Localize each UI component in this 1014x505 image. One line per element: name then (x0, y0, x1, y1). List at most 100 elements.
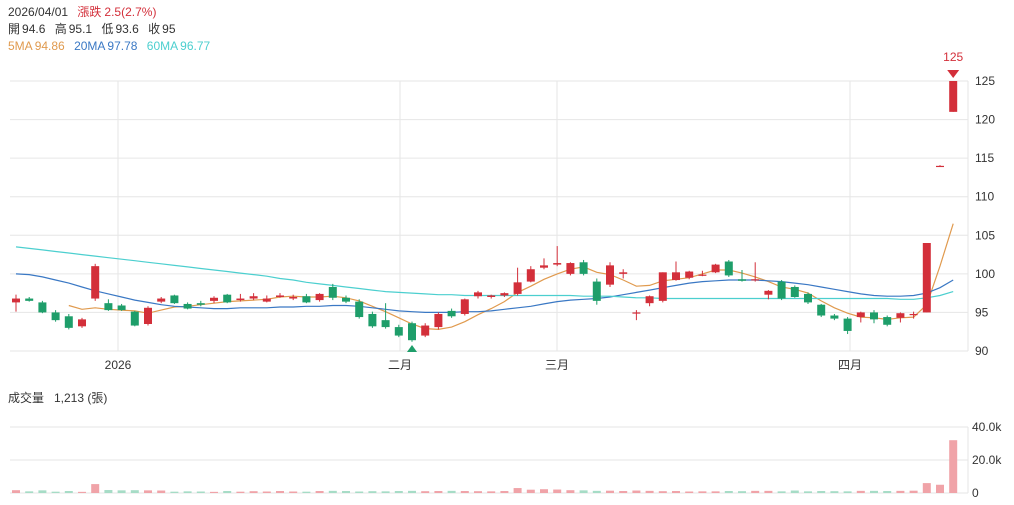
candle-body (183, 303, 192, 309)
close-value: 95 (162, 22, 176, 36)
candle-body (724, 261, 733, 276)
candle-body (342, 297, 350, 302)
candle-body (170, 295, 179, 304)
candle-body (51, 312, 60, 321)
volume-bar (276, 491, 284, 493)
volume-tick-label: 20.0k (972, 453, 1002, 467)
candle-body (579, 262, 588, 274)
ma-lines (15, 223, 954, 331)
candle-body (896, 313, 905, 318)
price-tick-label: 125 (975, 74, 995, 88)
candle-body (276, 295, 284, 297)
candle-body (262, 298, 271, 302)
candle-body (592, 281, 601, 301)
candle-body (566, 263, 575, 274)
x-tick-label: 四月 (838, 358, 862, 372)
candle-body (843, 318, 852, 331)
high-value: 95.1 (68, 22, 93, 36)
candle-body (830, 315, 839, 319)
candle-body (394, 327, 403, 336)
price-tick-label: 90 (975, 344, 989, 358)
candle-body (513, 282, 522, 294)
low-label: 低 (101, 22, 114, 36)
volume-bar (922, 483, 931, 493)
volume-bar (342, 491, 350, 493)
volume-bar (474, 491, 482, 493)
candle-body (12, 298, 20, 303)
candle-body (302, 296, 311, 303)
volume-bar (592, 490, 601, 493)
x-tick-label: 三月 (545, 358, 569, 372)
price-tick-label: 115 (975, 151, 994, 165)
close-label: 收 (148, 22, 161, 36)
candle-body (751, 279, 760, 281)
candle-body (790, 286, 799, 297)
high-label: 高 (54, 22, 67, 36)
candle-body (196, 303, 205, 305)
volume-bar (777, 491, 786, 493)
candle-body (936, 165, 944, 168)
volume-bar (500, 491, 509, 493)
candle-body (381, 320, 390, 328)
candle-body (210, 297, 218, 301)
price-tick-label: 110 (975, 190, 994, 204)
candle-body (157, 298, 166, 302)
volume-bar (394, 491, 403, 493)
candle-body (619, 272, 628, 274)
volume-bar (421, 491, 430, 493)
change-value: 2.5(2.7%) (104, 5, 157, 19)
candle-body (223, 294, 232, 303)
volume-bar (64, 491, 73, 493)
volume-bar (843, 491, 852, 493)
candle-body (817, 304, 826, 316)
volume-bar (606, 490, 614, 493)
candle-body (447, 310, 456, 317)
ma60-value: 96.77 (180, 39, 211, 53)
price-tick-label: 105 (975, 228, 995, 242)
candle-body (553, 263, 562, 265)
volume-bar (355, 491, 364, 493)
ma5-label: 5MA (8, 39, 33, 53)
volume-axis: 0 20.0k 40.0k (972, 420, 1002, 500)
price-tick-label: 120 (975, 113, 995, 127)
high-marker: 125 (407, 50, 964, 352)
volume-bar (328, 490, 337, 493)
candle-body (249, 296, 258, 299)
volume-bar (368, 491, 377, 493)
volume-title: 成交量 (8, 390, 44, 405)
price-tick-label: 95 (975, 305, 989, 319)
high-marker-icon (947, 70, 960, 78)
volume-bar (909, 490, 918, 493)
volume-bar (183, 491, 192, 493)
candle-body (236, 298, 245, 301)
volume-bar (645, 490, 654, 493)
volume-bar (870, 490, 878, 493)
volume-bar (144, 490, 152, 493)
candle-body (698, 274, 707, 276)
candle-body (104, 303, 113, 311)
candle-body (328, 286, 337, 298)
volume-bars (12, 440, 958, 493)
candle-body (38, 302, 47, 313)
volume-bar (856, 490, 865, 493)
volume-bar (513, 488, 522, 493)
candle-body (645, 296, 654, 304)
volume-bar (751, 490, 760, 493)
open-label: 開 (8, 22, 21, 36)
volume-bar (460, 491, 469, 493)
volume-bar (302, 491, 311, 493)
volume-bar (685, 491, 694, 493)
candle-body (777, 281, 786, 299)
x-axis: 2026 二月 三月 四月 (105, 358, 862, 372)
volume-bar (487, 491, 496, 493)
volume-bar (249, 491, 258, 493)
volume-bar (104, 490, 113, 493)
volume-bar (262, 491, 271, 493)
volume-bar (25, 491, 34, 493)
candle-body (711, 264, 720, 273)
candle-body (526, 269, 535, 282)
candle-body (672, 272, 680, 281)
volume-bar (12, 490, 20, 493)
volume-bar (658, 491, 667, 493)
